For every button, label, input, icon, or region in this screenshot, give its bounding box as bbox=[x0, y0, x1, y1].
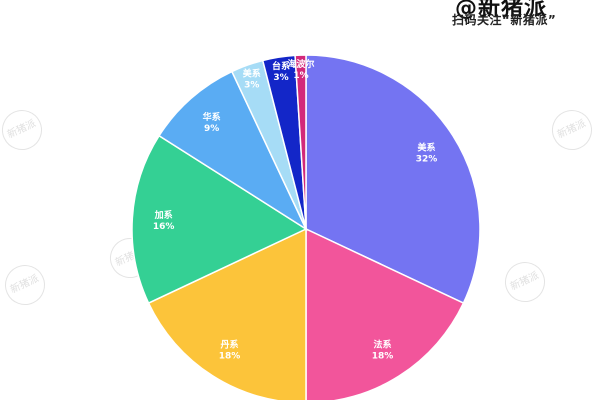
pie-label-name-2: 丹系 bbox=[220, 339, 238, 351]
pie-slice-4 bbox=[158, 70, 308, 232]
pie-label-value-7: 1% bbox=[293, 71, 308, 81]
pie-label-value-4: 9% bbox=[204, 124, 219, 134]
pie-slice-2 bbox=[147, 227, 307, 400]
pie-label-value-0: 32% bbox=[416, 155, 438, 165]
pie-label-name-1: 法系 bbox=[373, 339, 391, 351]
pie-label-value-2: 18% bbox=[219, 352, 241, 362]
pie-label-name-3: 加系 bbox=[154, 209, 173, 221]
pie-label-name-7: 海波尔 bbox=[287, 58, 314, 70]
pie-label-value-3: 16% bbox=[153, 222, 175, 232]
pie-slice-7 bbox=[294, 54, 307, 230]
pie-label-value-1: 18% bbox=[372, 352, 394, 362]
pie-slice-0 bbox=[305, 54, 481, 305]
pie-label-value-6: 3% bbox=[273, 73, 288, 83]
pie-label-name-6: 台系 bbox=[272, 60, 290, 72]
pie-label-name-4: 华系 bbox=[203, 111, 221, 123]
brand-logo: @新猪派 bbox=[455, 0, 548, 21]
pie-label-name-5: 美系 bbox=[243, 67, 261, 79]
pie-slice-1 bbox=[305, 227, 465, 400]
pie-label-value-5: 3% bbox=[244, 80, 259, 90]
brand-subtitle: 扫码关注“新猪派” bbox=[452, 13, 557, 27]
pie-slices bbox=[131, 54, 481, 400]
pie-label-name-0: 美系 bbox=[417, 142, 435, 154]
pie-slice-3 bbox=[131, 134, 308, 305]
